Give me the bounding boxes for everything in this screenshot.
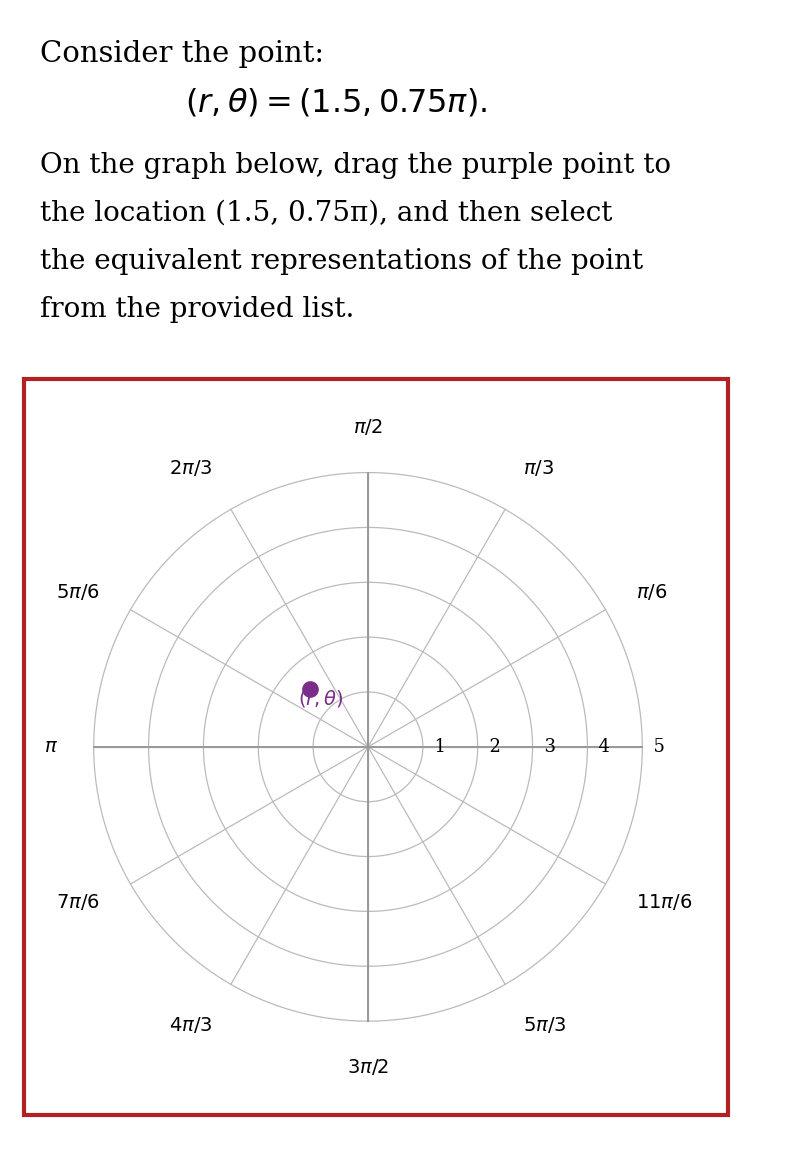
Text: $\pi/6$: $\pi/6$ bbox=[637, 581, 668, 602]
Text: 4: 4 bbox=[587, 738, 610, 756]
Text: $2\pi/3$: $2\pi/3$ bbox=[170, 458, 213, 478]
Text: $(r, \theta) = (1.5, 0.75\pi).$: $(r, \theta) = (1.5, 0.75\pi).$ bbox=[185, 86, 487, 118]
Text: $\pi$: $\pi$ bbox=[44, 738, 58, 756]
Text: $7\pi/6$: $7\pi/6$ bbox=[56, 892, 99, 912]
Text: 1: 1 bbox=[423, 738, 446, 756]
Text: $\pi/2$: $\pi/2$ bbox=[353, 417, 383, 437]
Text: the equivalent representations of the point: the equivalent representations of the po… bbox=[40, 248, 643, 275]
Text: 3: 3 bbox=[533, 738, 555, 756]
Text: 2: 2 bbox=[478, 738, 501, 756]
Text: Consider the point:: Consider the point: bbox=[40, 40, 324, 68]
Text: 5: 5 bbox=[642, 738, 665, 756]
Text: $5\pi/3$: $5\pi/3$ bbox=[523, 1016, 566, 1035]
Text: $3\pi/2$: $3\pi/2$ bbox=[347, 1057, 389, 1077]
Text: $4\pi/3$: $4\pi/3$ bbox=[170, 1016, 213, 1035]
Text: $5\pi/6$: $5\pi/6$ bbox=[56, 581, 99, 602]
Text: $(r, \theta)$: $(r, \theta)$ bbox=[298, 688, 344, 709]
Text: On the graph below, drag the purple point to: On the graph below, drag the purple poin… bbox=[40, 152, 671, 178]
Text: the location (1.5, 0.75π), and then select: the location (1.5, 0.75π), and then sele… bbox=[40, 200, 612, 226]
Text: $11\pi/6$: $11\pi/6$ bbox=[637, 892, 693, 912]
Text: $\pi/3$: $\pi/3$ bbox=[523, 458, 554, 478]
Text: from the provided list.: from the provided list. bbox=[40, 296, 354, 323]
